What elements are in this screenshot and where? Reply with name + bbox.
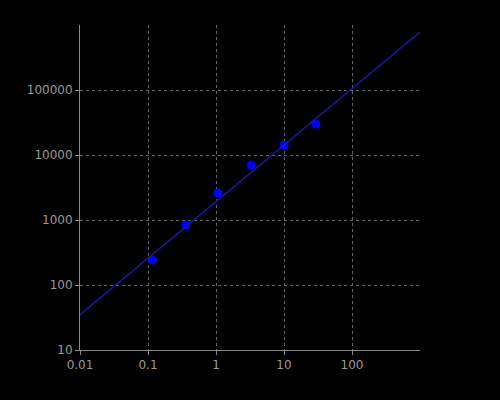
svg-text:10: 10 — [276, 358, 291, 372]
svg-text:0.01: 0.01 — [67, 358, 94, 372]
svg-text:10: 10 — [57, 343, 72, 357]
svg-text:100: 100 — [341, 358, 364, 372]
svg-text:10000: 10000 — [34, 148, 72, 162]
svg-text:100000: 100000 — [27, 83, 73, 97]
svg-text:1000: 1000 — [42, 213, 73, 227]
svg-text:100: 100 — [50, 278, 73, 292]
svg-text:1: 1 — [212, 358, 220, 372]
svg-text:0.1: 0.1 — [138, 358, 157, 372]
